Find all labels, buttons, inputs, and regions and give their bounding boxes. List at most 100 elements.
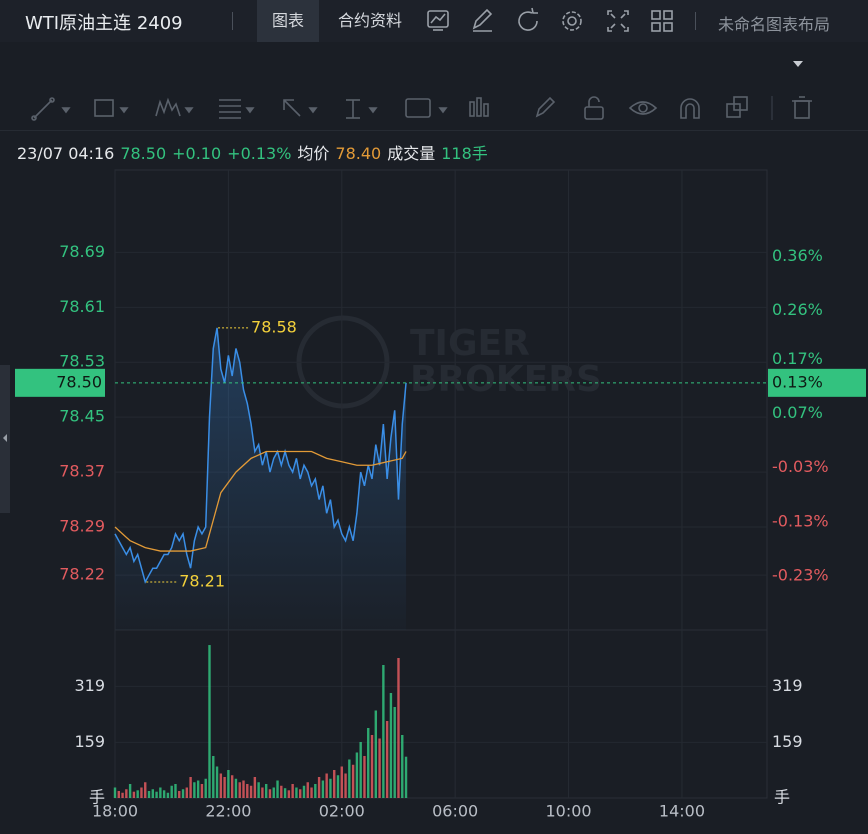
volume-bar <box>181 789 185 798</box>
y-tick-label: 78.61 <box>59 297 105 316</box>
last-price-label: 78.50 <box>56 372 102 391</box>
volume-bar <box>174 784 177 798</box>
volume-tick-label: 159 <box>74 732 105 751</box>
volume-bar <box>374 710 377 798</box>
volume-tick-label-right: 319 <box>772 676 803 695</box>
y-tick-label: 78.22 <box>59 565 105 584</box>
trend-line-tool[interactable] <box>31 97 71 121</box>
volume-bar <box>382 665 385 798</box>
quote-price: 78.50 <box>120 144 167 163</box>
y2-tick-label: 0.07% <box>772 403 823 422</box>
volume-bar <box>227 770 230 798</box>
volume-bar <box>355 752 359 798</box>
y2-tick-label: -0.23% <box>772 565 829 584</box>
volume-bar <box>185 787 189 798</box>
rect-tool[interactable] <box>94 99 129 117</box>
arrow-tool[interactable] <box>283 99 318 117</box>
volume-bar <box>329 778 332 798</box>
volume-bar <box>215 766 219 798</box>
bar-tool[interactable] <box>469 97 489 117</box>
volume-bar <box>147 791 151 798</box>
quote-volume-label: 成交量 <box>387 144 436 163</box>
volume-unit: 手 <box>89 788 105 807</box>
volume-bar <box>132 791 136 798</box>
annotation-label: 78.21 <box>179 571 225 590</box>
tab[interactable]: 合约资料 <box>338 11 403 30</box>
delete-tool[interactable] <box>792 96 812 119</box>
top-bar: WTI原油主连 2409 图表 合约资料 未命名图表布局 <box>0 0 868 42</box>
y-tick-label: 78.37 <box>59 462 105 481</box>
magnet-tool[interactable] <box>680 98 700 119</box>
volume-bar <box>261 787 264 798</box>
copy-tool[interactable] <box>726 96 748 118</box>
x-tick-label: 14:00 <box>659 802 705 821</box>
volume-bar <box>162 790 166 798</box>
tab[interactable]: 图表 <box>257 0 320 42</box>
collapse-arrow[interactable] <box>3 434 7 442</box>
price-line <box>114 327 407 584</box>
y-tick-label: 78.45 <box>59 407 105 426</box>
volume-bar <box>113 787 117 798</box>
y2-tick-label: -0.03% <box>772 457 829 476</box>
y2-tick-label: -0.13% <box>772 511 829 530</box>
volume-bar <box>125 789 128 798</box>
volume-bar <box>276 780 279 798</box>
layout-name[interactable]: 未命名图表布局 <box>718 15 831 34</box>
measure-tool[interactable] <box>346 99 378 119</box>
volume-bar <box>344 773 347 798</box>
y-tick-label: 78.53 <box>59 352 105 371</box>
volume-bar <box>389 693 393 798</box>
volume-bar <box>246 784 249 798</box>
volume-bar <box>299 789 302 798</box>
volume-bar <box>351 764 355 798</box>
volume-bar <box>314 784 317 798</box>
annotation-label: 78.58 <box>251 317 297 336</box>
volume-bar <box>155 791 158 798</box>
x-tick-label: 02:00 <box>319 802 365 821</box>
average-line <box>114 450 407 552</box>
visibility-tool[interactable] <box>628 101 658 115</box>
volume-bar <box>333 770 336 798</box>
volume-bar <box>359 742 362 798</box>
lock-tool[interactable] <box>584 96 604 120</box>
volume-bar <box>264 784 268 798</box>
x-tick-label: 18:00 <box>92 802 138 821</box>
volume-bar <box>178 791 181 798</box>
more-caret[interactable] <box>793 60 805 68</box>
volume-bar <box>401 735 404 798</box>
fib-tool[interactable] <box>219 99 255 119</box>
drawing-toolbar <box>0 86 868 131</box>
y-tick-label: 78.29 <box>59 517 105 536</box>
pen-tool[interactable] <box>535 96 556 118</box>
volume-bar <box>287 790 291 798</box>
watermark-text: TIGER <box>410 323 530 364</box>
volume-bar <box>283 788 287 798</box>
volume-unit-right: 手 <box>774 788 790 807</box>
volume-bar <box>117 791 120 798</box>
quote-line: 23/07 04:16 78.50 +0.10 +0.13% 均价 78.40 成交量 118… <box>17 140 494 164</box>
volume-bar <box>378 738 381 798</box>
volume-bar <box>230 775 234 798</box>
volume-bar <box>370 735 374 798</box>
separator <box>695 12 696 30</box>
volume-bar <box>348 759 351 798</box>
volume-bar <box>249 785 253 798</box>
volume-bar <box>295 787 298 798</box>
quote-avg: 78.40 <box>335 144 382 163</box>
volume-bar <box>144 782 147 798</box>
last-pct-tag <box>768 368 866 397</box>
volume-bar <box>219 773 223 798</box>
volume-bar <box>223 777 226 798</box>
drawing-tools <box>31 96 812 121</box>
volume-bar <box>189 777 192 798</box>
volume-bar <box>302 785 306 798</box>
volume-bar <box>193 782 196 798</box>
volume-bar <box>204 778 207 798</box>
volume-bar <box>272 787 275 798</box>
text-tool[interactable] <box>405 98 448 118</box>
y2-tick-label: 0.36% <box>772 246 823 265</box>
volume-bar <box>212 756 215 798</box>
y2-tick-label: 0.26% <box>772 300 823 319</box>
pattern-tool[interactable] <box>155 97 194 117</box>
volume-bar <box>367 728 370 798</box>
